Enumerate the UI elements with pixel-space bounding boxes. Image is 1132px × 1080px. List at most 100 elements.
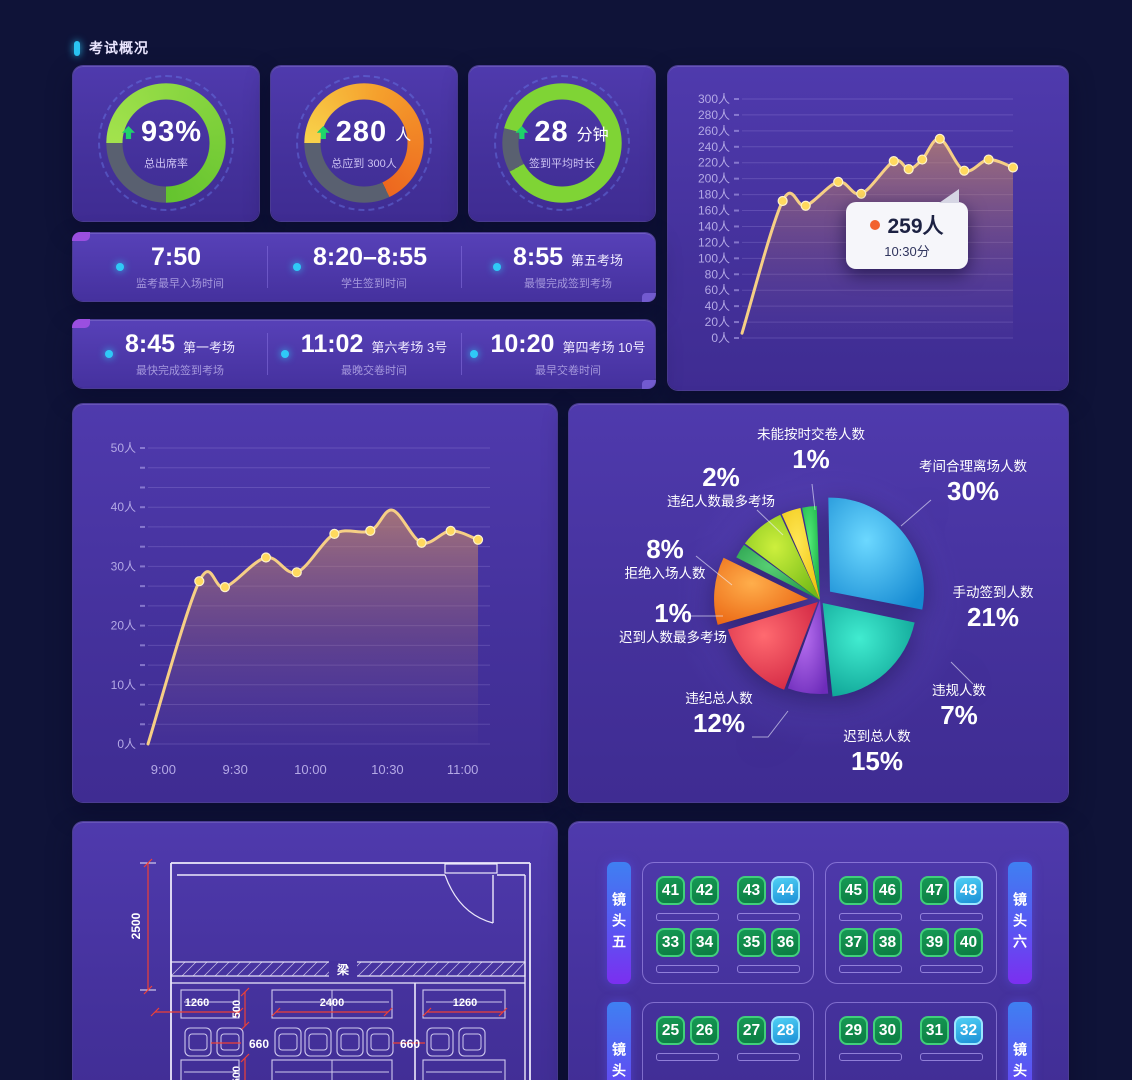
svg-text:10:30: 10:30 <box>371 762 404 777</box>
svg-text:50人: 50人 <box>111 441 136 455</box>
seat-30[interactable]: 30 <box>873 1016 902 1045</box>
attendance-rate-gauge-card: 93% 总出席率 <box>73 66 259 221</box>
pie-label-0: 未能按时交卷人数 1% <box>726 426 896 475</box>
seat-45[interactable]: 45 <box>839 876 868 905</box>
seat-41[interactable]: 41 <box>656 876 685 905</box>
pie-slice-8 <box>781 508 820 600</box>
pie-slice-pct: 30% <box>946 475 1000 506</box>
seat-29[interactable]: 29 <box>839 1016 868 1045</box>
signed-in-gauge-card: 280 人 总应到 300人 <box>271 66 457 221</box>
seat-section: 镜头 25 26 27 28 29 30 31 32 镜头 <box>607 1002 1032 1080</box>
pie-slice-name: 手动签到人数 <box>952 585 1034 600</box>
cyan-dot-icon <box>470 350 479 358</box>
seat-46[interactable]: 46 <box>873 876 902 905</box>
seat-26[interactable]: 26 <box>690 1016 719 1045</box>
seat-37[interactable]: 37 <box>839 928 868 957</box>
camera-label-right: 镜头六 <box>1008 862 1032 984</box>
camera-label-text: 镜头 <box>1012 1042 1028 1080</box>
seat-section: 镜头五 41 42 43 44 33 34 35 36 45 46 47 48 37 38 39 40 镜头六 <box>607 862 1032 984</box>
seat-40[interactable]: 40 <box>954 928 983 957</box>
svg-text:0人: 0人 <box>117 737 136 751</box>
stat-item: 7:50 监考最早入场时间 <box>73 233 267 301</box>
section-marker-icon <box>74 40 80 56</box>
pie-slice-0 <box>802 506 820 600</box>
stat-item: 10:20 第四考场 10号 最早交卷时间 <box>461 320 655 388</box>
seat-25[interactable]: 25 <box>656 1016 685 1045</box>
pie-slice-pct: 7% <box>940 699 978 730</box>
pie-slice-pct: 15% <box>850 745 904 776</box>
tooltip-value: 259人 <box>887 215 944 238</box>
desk-line <box>737 1053 800 1061</box>
signin-trend-detail-card: 0人 10人 20人 30人 40人 50人 9:00 9:30 10:00 10:30 11:00 <box>73 404 557 802</box>
seat-47[interactable]: 47 <box>920 876 949 905</box>
seat-27[interactable]: 27 <box>737 1016 766 1045</box>
section-header: 考试概况 <box>74 38 149 58</box>
pie-slice-name: 违规人数 <box>932 683 986 698</box>
camera-label-left: 镜头五 <box>607 862 631 984</box>
svg-text:9:00: 9:00 <box>151 762 176 777</box>
dimension-label: 1260 <box>185 997 209 1009</box>
pie-slice-1 <box>828 497 924 610</box>
seat-48[interactable]: 48 <box>954 876 983 905</box>
desk-row <box>839 913 983 921</box>
pie-slice-name: 迟到总人数 <box>843 729 911 744</box>
seat-32[interactable]: 32 <box>954 1016 983 1045</box>
desk-line <box>839 965 902 973</box>
gauge-label: 签到平均时长 <box>529 158 595 170</box>
camera-label-left: 镜头 <box>607 1002 631 1080</box>
pie-slice-pct: 8% <box>646 534 684 564</box>
pie-label-6: 1% 迟到人数最多考场 <box>588 598 758 647</box>
pie-label-1: 考间合理离场人数 30% <box>888 458 1058 507</box>
seat-28[interactable]: 28 <box>771 1016 800 1045</box>
seat-35[interactable]: 35 <box>737 928 766 957</box>
stat-time: 10:20 <box>490 330 555 358</box>
pie-slice-pct: 1% <box>792 443 830 474</box>
stat-time: 7:50 <box>150 243 202 271</box>
seat-36[interactable]: 36 <box>771 928 800 957</box>
svg-text:60人: 60人 <box>705 283 730 297</box>
gauge-dashed-ring <box>98 75 234 211</box>
seat-42[interactable]: 42 <box>690 876 719 905</box>
svg-text:180人: 180人 <box>698 188 730 202</box>
pie-slice-name: 拒绝入场人数 <box>624 566 706 582</box>
seat-39[interactable]: 39 <box>920 928 949 957</box>
stat-venue: 第六考场 3号 <box>371 340 448 355</box>
seat-31[interactable]: 31 <box>920 1016 949 1045</box>
seat-43[interactable]: 43 <box>737 876 766 905</box>
seat-33[interactable]: 33 <box>656 928 685 957</box>
seat-row: 25 26 27 28 <box>656 1016 800 1045</box>
svg-text:120人: 120人 <box>698 235 730 249</box>
pie-label-2: 手动签到人数 21% <box>908 584 1078 633</box>
pie-slice-pct: 2% <box>702 462 740 492</box>
dimension-label: 500 <box>231 1066 243 1080</box>
svg-text:9:30: 9:30 <box>223 762 248 777</box>
stat-label: 监考最早入场时间 <box>136 278 224 290</box>
signin-trend-overview-card: 0人 20人 40人 60人 80人 100人 120人 140人 160人 180人 200人 22… <box>668 66 1068 390</box>
seat-row: 33 34 35 36 <box>656 928 800 957</box>
seat-map-card: 镜头五 41 42 43 44 33 34 35 36 45 46 47 48 37 38 39 40 镜头六 镜头… <box>569 822 1068 1080</box>
page-title: 考试概况 <box>89 40 149 56</box>
dimension-label: 2500 <box>129 912 143 939</box>
camera-label-text: 镜头六 <box>1012 891 1028 955</box>
tooltip-dot-icon <box>870 220 881 230</box>
gauge-value: 93% <box>140 116 203 148</box>
exam-status-pie-card: 未能按时交卷人数 1% 考间合理离场人数 30% 手动签到人数 21% 违规人数 7% 迟到总人… <box>569 404 1068 802</box>
desk-row <box>839 965 983 973</box>
gauge-value: 28 <box>534 116 569 148</box>
gauge-ring <box>502 83 622 203</box>
stat-time: 8:45 <box>124 330 176 358</box>
svg-text:11:00: 11:00 <box>447 762 479 777</box>
gauge-label: 总应到 300人 <box>331 158 397 170</box>
svg-text:30人: 30人 <box>111 559 136 573</box>
desk-line <box>737 913 800 921</box>
pie-slice-name: 考间合理离场人数 <box>919 459 1027 474</box>
seat-block: 25 26 27 28 <box>642 1002 814 1080</box>
svg-text:200人: 200人 <box>698 172 730 186</box>
cyan-dot-icon <box>116 263 124 271</box>
seat-block: 29 30 31 32 <box>825 1002 997 1080</box>
seat-44[interactable]: 44 <box>771 876 800 905</box>
floor-plan-drawing: 梁 2500 1260 500 2400 1260 660 660 500 <box>129 858 531 1080</box>
seat-38[interactable]: 38 <box>873 928 902 957</box>
seat-34[interactable]: 34 <box>690 928 719 957</box>
